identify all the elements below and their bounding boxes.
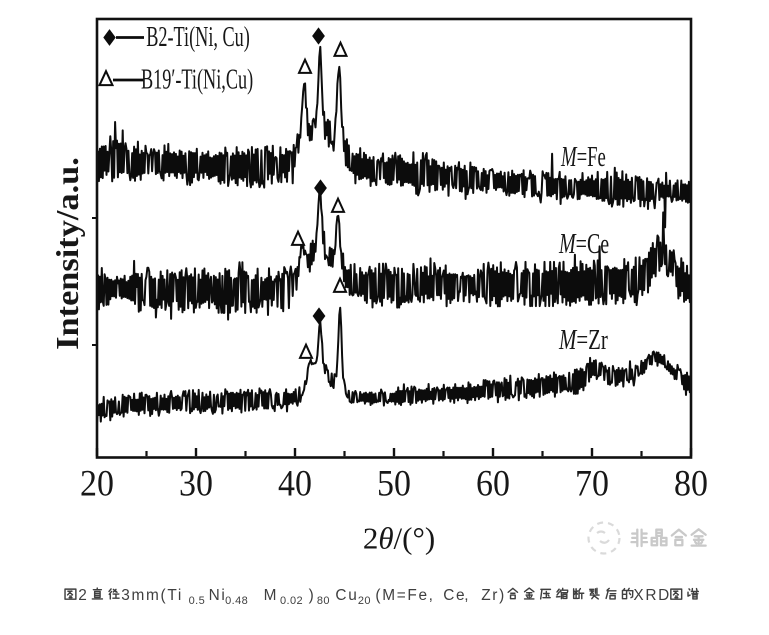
svg-text:0.02: 0.02 (280, 595, 303, 607)
svg-text:M=Zr: M=Zr (558, 324, 608, 356)
svg-text:M=Ce: M=Ce (558, 229, 609, 260)
svg-text:,: , (464, 587, 468, 604)
svg-text:(M=Fe: (M=Fe (375, 587, 428, 604)
svg-text:0.5: 0.5 (189, 595, 206, 607)
svg-text:40: 40 (278, 463, 312, 503)
svg-text:30: 30 (179, 463, 213, 503)
svg-text:XRD: XRD (633, 587, 671, 604)
svg-text:20: 20 (80, 463, 114, 503)
svg-text:60: 60 (476, 463, 510, 503)
svg-text:20: 20 (358, 595, 371, 607)
svg-text:0.48: 0.48 (225, 595, 248, 607)
svg-text:50: 50 (377, 463, 411, 503)
svg-text:Ce: Ce (443, 587, 466, 604)
svg-text:70: 70 (575, 463, 609, 503)
svg-text:,: , (429, 587, 433, 604)
svg-text:Zr): Zr) (481, 587, 506, 604)
svg-text:B2-Ti(Ni, Cu): B2-Ti(Ni, Cu) (146, 22, 250, 53)
svg-text:Ni: Ni (209, 587, 227, 604)
svg-text:M=Fe: M=Fe (560, 141, 606, 173)
svg-text:2θ/(°): 2θ/(°) (363, 521, 435, 556)
svg-text:M: M (264, 587, 279, 604)
svg-text:80: 80 (674, 463, 708, 503)
svg-text:B19′-Ti(Ni,Cu): B19′-Ti(Ni,Cu) (141, 64, 253, 95)
svg-text:80: 80 (317, 595, 330, 607)
svg-text:2: 2 (78, 587, 88, 604)
svg-text:): ) (309, 587, 316, 604)
svg-text:Cu: Cu (335, 587, 358, 604)
svg-text:3mm(Ti: 3mm(Ti (121, 587, 183, 604)
svg-text:Intensity/a.u.: Intensity/a.u. (51, 157, 85, 350)
